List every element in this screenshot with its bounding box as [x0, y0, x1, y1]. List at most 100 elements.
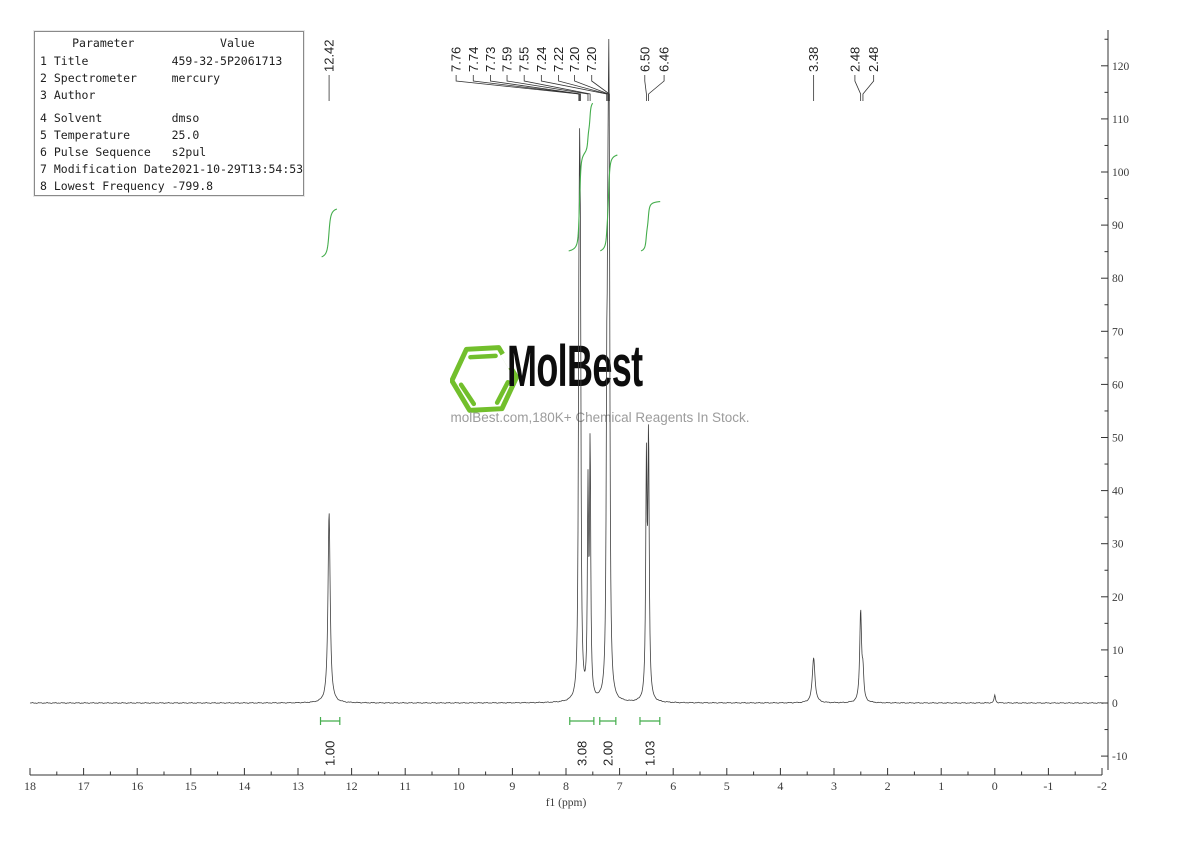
- peak-shift-label: 7.20: [584, 47, 599, 72]
- spectrum-line: [29, 39, 1107, 704]
- parameter-table: Parameter Value 1 Title 459-32-5P2061713 2…: [34, 31, 305, 196]
- peak-label-connector: [558, 75, 609, 101]
- x-axis-tick-label: -2: [1097, 779, 1107, 793]
- parameter-value-cell: mercury: [171, 71, 221, 85]
- x-axis-tick-label: 9: [509, 779, 515, 793]
- x-axis-tick-label: 15: [185, 779, 197, 793]
- integral-curve: [600, 154, 618, 252]
- parameter-value-cell: 25.0: [171, 128, 200, 142]
- peak-label-connector: [472, 75, 581, 101]
- x-axis-tick-label: 6: [670, 779, 676, 793]
- benzene-ring-icon: [450, 345, 520, 413]
- table-row: 6 Pulse Sequence s2pul: [35, 144, 304, 161]
- y-axis-tick-label: 120: [1112, 61, 1130, 73]
- peak-label-connector: [854, 75, 862, 101]
- x-axis-tick-label: 18: [24, 779, 36, 793]
- y-axis-tick-label: 40: [1112, 486, 1124, 498]
- peak-label-connector: [455, 75, 580, 101]
- parameter-value-cell: 459-32-5P2061713: [171, 54, 283, 68]
- value-column-header: Value: [220, 36, 255, 50]
- parameter-name-cell: 7 Modification Date: [40, 162, 172, 176]
- molbest-watermark: MolBest molBest.com,180K+ Chemical Reage…: [445, 334, 755, 434]
- integral-value-label: 2.00: [600, 741, 615, 766]
- parameter-value-cell: 2021-10-29T13:54:53: [171, 162, 304, 176]
- parameter-value-cell: dmso: [171, 111, 200, 125]
- peak-label-connector: [644, 75, 647, 101]
- table-row: 4 Solvent dmso: [35, 104, 304, 127]
- peak-shift-label: 7.74: [466, 47, 481, 72]
- y-axis-tick-label: -10: [1112, 751, 1128, 763]
- molbest-tagline: molBest.com,180K+ Chemical Reagents In S…: [450, 410, 750, 425]
- integral-value-label: 1.03: [642, 741, 657, 766]
- y-axis-tick-label: 50: [1112, 433, 1124, 445]
- peak-shift-label: 12.42: [322, 39, 337, 72]
- peak-shift-label: 7.59: [500, 47, 515, 72]
- y-axis-tick-label: 30: [1112, 539, 1124, 551]
- x-axis-tick-label: 2: [885, 779, 891, 793]
- x-axis-tick-label: 17: [78, 779, 90, 793]
- x-axis-tick-label: 16: [131, 779, 143, 793]
- parameter-name-cell: 1 Title: [40, 54, 89, 68]
- integral-value-label: 3.08: [574, 741, 589, 766]
- molbest-logo-text: MolBest: [507, 334, 643, 399]
- parameter-name-cell: 8 Lowest Frequency: [40, 179, 165, 193]
- integral-curves: 1.00 3.08 2.00 1.03: [319, 102, 661, 766]
- table-row: 2 Spectrometer mercury: [35, 70, 304, 87]
- peak-shift-label: 7.24: [534, 47, 549, 72]
- x-axis-tick-label: 8: [563, 779, 569, 793]
- parameter-name-cell: 2 Spectrometer: [40, 71, 137, 85]
- peak-shift-label: 2.48: [866, 47, 881, 72]
- y-axis-tick-label: 100: [1112, 167, 1130, 179]
- table-row: 3 Author: [35, 87, 304, 104]
- parameter-column-header: Parameter: [72, 36, 135, 50]
- x-axis-tick-label: 5: [724, 779, 730, 793]
- parameter-value-cell: -799.8: [171, 179, 214, 193]
- peak-label-connector: [591, 75, 610, 101]
- integral-curve: [640, 201, 661, 252]
- x-axis-tick-label: -1: [1043, 779, 1053, 793]
- y-axis-tick-label: 90: [1112, 220, 1124, 232]
- peak-shift-label: 7.55: [517, 47, 532, 72]
- table-row: 5 Temperature 25.0: [35, 127, 304, 144]
- parameter-value-cell: [172, 87, 304, 104]
- parameter-name-cell: 4 Solvent: [40, 111, 103, 125]
- table-row: 7 Modification Date 2021-10-29T13:54:53: [35, 161, 304, 178]
- y-axis-tick-label: 20: [1112, 592, 1124, 604]
- integral-value-label: 1.00: [323, 741, 338, 766]
- peak-shift-label: 6.46: [657, 47, 672, 72]
- parameter-value-cell: s2pul: [171, 145, 207, 159]
- integral-curve: [321, 208, 338, 258]
- y-axis-tick-label: 70: [1112, 326, 1124, 338]
- parameter-name-cell: 6 Pulse Sequence: [40, 145, 151, 159]
- x-axis-tick-label: 14: [238, 779, 250, 793]
- peak-label-connector: [490, 75, 581, 101]
- x-axis-tick-label: 10: [453, 779, 465, 793]
- peak-label-connector: [523, 75, 591, 101]
- peak-shift-label: 3.38: [806, 47, 821, 72]
- table-row: 8 Lowest Frequency -799.8: [35, 178, 304, 196]
- x-axis-tick-label: 1: [938, 779, 944, 793]
- x-axis-tick-label: 11: [399, 779, 411, 793]
- parameter-name-cell: 5 Temperature: [40, 128, 131, 142]
- x-axis-tick-label: 0: [992, 779, 998, 793]
- peak-shift-label: 7.73: [483, 47, 498, 72]
- y-axis-tick-label: 10: [1112, 645, 1124, 657]
- x-axis-title: f1 (ppm): [546, 797, 587, 809]
- y-axis-tick-label: 60: [1112, 379, 1124, 391]
- peak-labels: 12.42 7.76 7.74 7.73 7.59 7.55 7.24 7.22 7.20 7.2…: [322, 39, 881, 101]
- x-axis: 18 17 16 15 14 13 12 11 10 9 8 7 6 5 4 3 2 1 0 -1 -2f1 (ppm): [24, 768, 1107, 809]
- x-axis-tick-label: 12: [346, 779, 358, 793]
- peak-shift-label: 7.22: [551, 47, 566, 72]
- peak-shift-label: 2.48: [847, 47, 862, 72]
- x-axis-tick-label: 13: [292, 779, 304, 793]
- integral-curve: [568, 102, 594, 252]
- table-row: 1 Title 459-32-5P2061713: [35, 53, 304, 70]
- peak-shift-label: 6.50: [637, 47, 652, 72]
- x-axis-tick-label: 3: [831, 779, 837, 793]
- peak-label-connector: [648, 75, 665, 101]
- peak-label-connector: [506, 75, 589, 101]
- peak-shift-label: 7.20: [567, 47, 582, 72]
- y-axis-tick-label: 110: [1112, 114, 1129, 126]
